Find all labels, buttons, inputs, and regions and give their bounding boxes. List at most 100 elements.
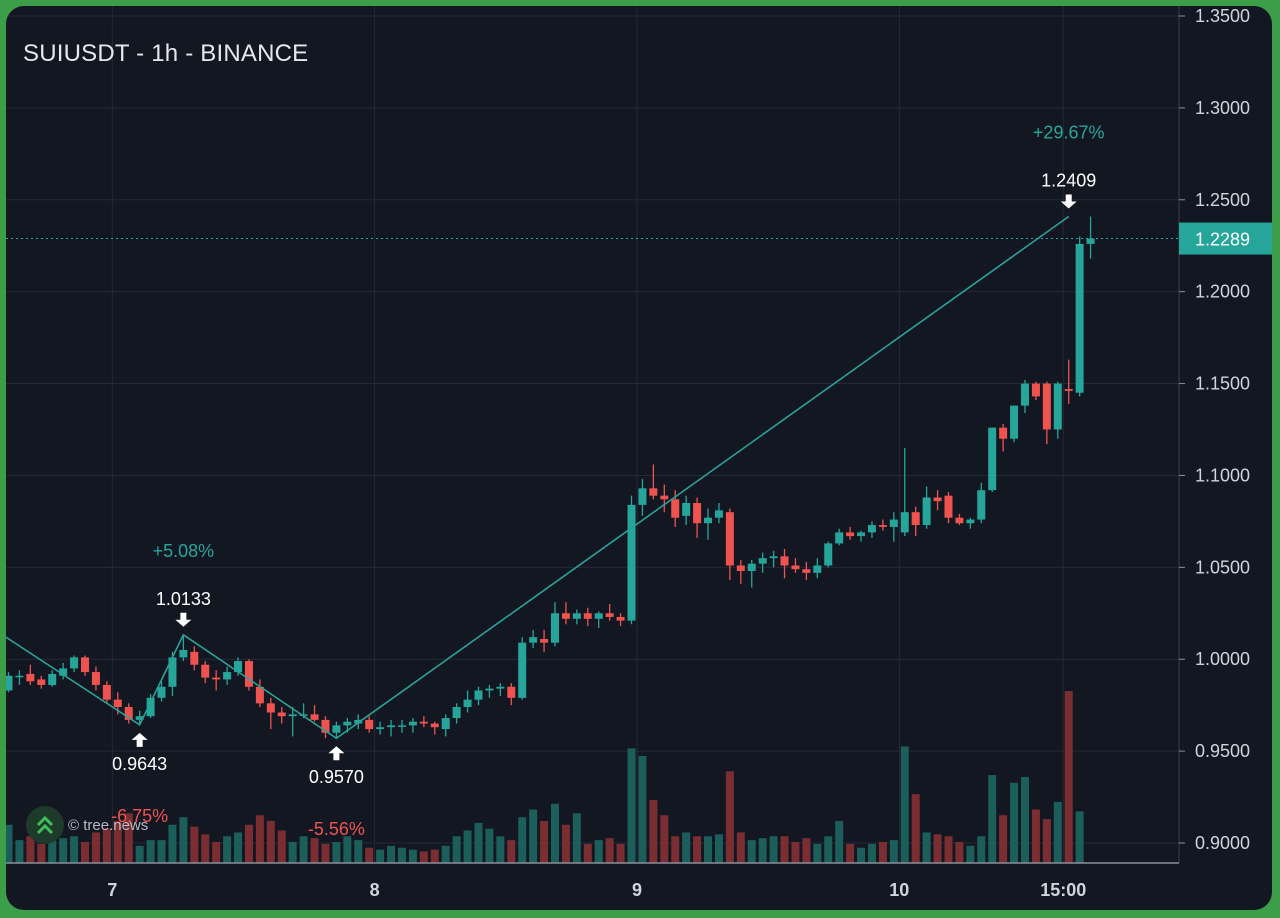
volume-bar xyxy=(627,748,636,863)
volume-bar xyxy=(387,845,396,863)
volume-bar xyxy=(376,849,385,863)
candle-body xyxy=(649,488,658,496)
arrow-up-icon xyxy=(131,732,148,747)
volume-bar xyxy=(1064,691,1073,863)
volume-bar xyxy=(988,775,997,863)
volume-bar xyxy=(824,836,833,863)
pivot-low-label: 0.9570 xyxy=(309,767,364,787)
volume-bar xyxy=(452,836,461,863)
volume-bar xyxy=(649,799,658,863)
volume-bar xyxy=(157,840,166,863)
volume-bar xyxy=(463,830,472,863)
candle-body xyxy=(135,716,144,720)
volume-bar xyxy=(397,847,406,863)
volume-bar xyxy=(671,836,680,863)
candle-body xyxy=(736,565,745,572)
candle-body xyxy=(583,613,592,619)
pivot-high-label: 1.0133 xyxy=(156,589,211,609)
volume-bar xyxy=(288,841,297,863)
volume-bar xyxy=(1075,811,1084,863)
candle-body xyxy=(1042,383,1051,430)
volume-bar xyxy=(922,832,931,863)
volume-bar xyxy=(540,820,549,863)
candle-body xyxy=(605,613,614,617)
volume-bar xyxy=(168,824,177,863)
candle-body xyxy=(922,497,931,526)
candle-body xyxy=(288,714,297,717)
price-tick-label: 0.9500 xyxy=(1195,741,1250,761)
volume-bar xyxy=(81,841,90,863)
arrow-up-icon xyxy=(328,746,345,761)
price-chart[interactable]: 0.9643 -6.75% 1.0133 +5.08% 0.9570 -5.56% 1.24… xyxy=(6,6,1272,910)
volume-bar xyxy=(91,832,100,863)
volume-bar xyxy=(102,828,111,863)
candle-body xyxy=(146,697,155,717)
candle-body xyxy=(255,686,264,704)
candle-body xyxy=(878,525,887,527)
volume-bar xyxy=(693,836,702,863)
candle-body xyxy=(299,714,308,716)
pivot-high-label: 1.2409 xyxy=(1041,171,1096,191)
candle-body xyxy=(15,675,24,678)
candle-body xyxy=(310,714,319,720)
volume-bar xyxy=(70,836,79,863)
candle-body xyxy=(1010,405,1019,439)
candle-body xyxy=(463,699,472,708)
volume-bar xyxy=(59,838,68,863)
candle-body xyxy=(48,673,57,685)
candle-body xyxy=(59,668,68,676)
candle-body xyxy=(507,686,516,698)
volume-bar xyxy=(266,820,275,863)
candle-body xyxy=(933,497,942,502)
volume-bar xyxy=(911,794,920,863)
volume-bar xyxy=(124,813,133,863)
candle-body xyxy=(321,719,330,733)
volume-bar xyxy=(780,836,789,863)
candle-body xyxy=(551,613,559,643)
candle-body xyxy=(474,690,483,700)
candle-body xyxy=(671,499,680,518)
volume-bar xyxy=(1042,819,1051,863)
candle-body xyxy=(627,504,636,621)
volume-bar xyxy=(944,836,953,863)
volume-bar xyxy=(223,836,232,863)
candle-body xyxy=(37,679,46,685)
volume-bar xyxy=(758,838,767,863)
candle-body xyxy=(387,725,396,728)
volume-bar xyxy=(496,836,505,863)
candle-body xyxy=(1075,243,1084,393)
volume-bar xyxy=(507,840,516,863)
candle-body xyxy=(343,721,352,726)
volume-bar xyxy=(572,813,581,863)
volume-bar xyxy=(736,832,745,863)
candle-body xyxy=(616,616,625,621)
last-price-label: 1.2289 xyxy=(1195,230,1250,250)
volume-bar xyxy=(933,834,942,863)
candle-body xyxy=(81,657,90,673)
zigzag-line xyxy=(6,215,1070,740)
pivot-low-label: 0.9643 xyxy=(112,754,167,774)
volume-bar xyxy=(113,820,122,863)
candle-body xyxy=(1020,383,1029,406)
arrow-down-icon xyxy=(175,612,192,627)
candle-body xyxy=(693,503,702,524)
candle-body xyxy=(376,727,385,730)
volume-bar xyxy=(616,843,625,863)
volume-bar xyxy=(999,815,1008,863)
volume-bar xyxy=(321,843,330,863)
candle-body xyxy=(397,725,406,727)
candle-body xyxy=(190,651,199,665)
volume-bar xyxy=(441,845,450,863)
candle-body xyxy=(157,686,166,698)
last-price-tag xyxy=(1179,222,1272,255)
volume-bar xyxy=(1053,801,1062,863)
candle-body xyxy=(704,517,713,524)
volume-bar xyxy=(485,828,494,863)
candle-body xyxy=(1031,383,1040,397)
arrow-down-icon xyxy=(1060,194,1077,209)
watermark: © tree.news xyxy=(26,806,148,844)
volume-bar xyxy=(802,838,811,863)
volume-bar xyxy=(299,836,308,863)
volume-bar xyxy=(594,840,603,863)
volume-bar xyxy=(813,843,822,863)
